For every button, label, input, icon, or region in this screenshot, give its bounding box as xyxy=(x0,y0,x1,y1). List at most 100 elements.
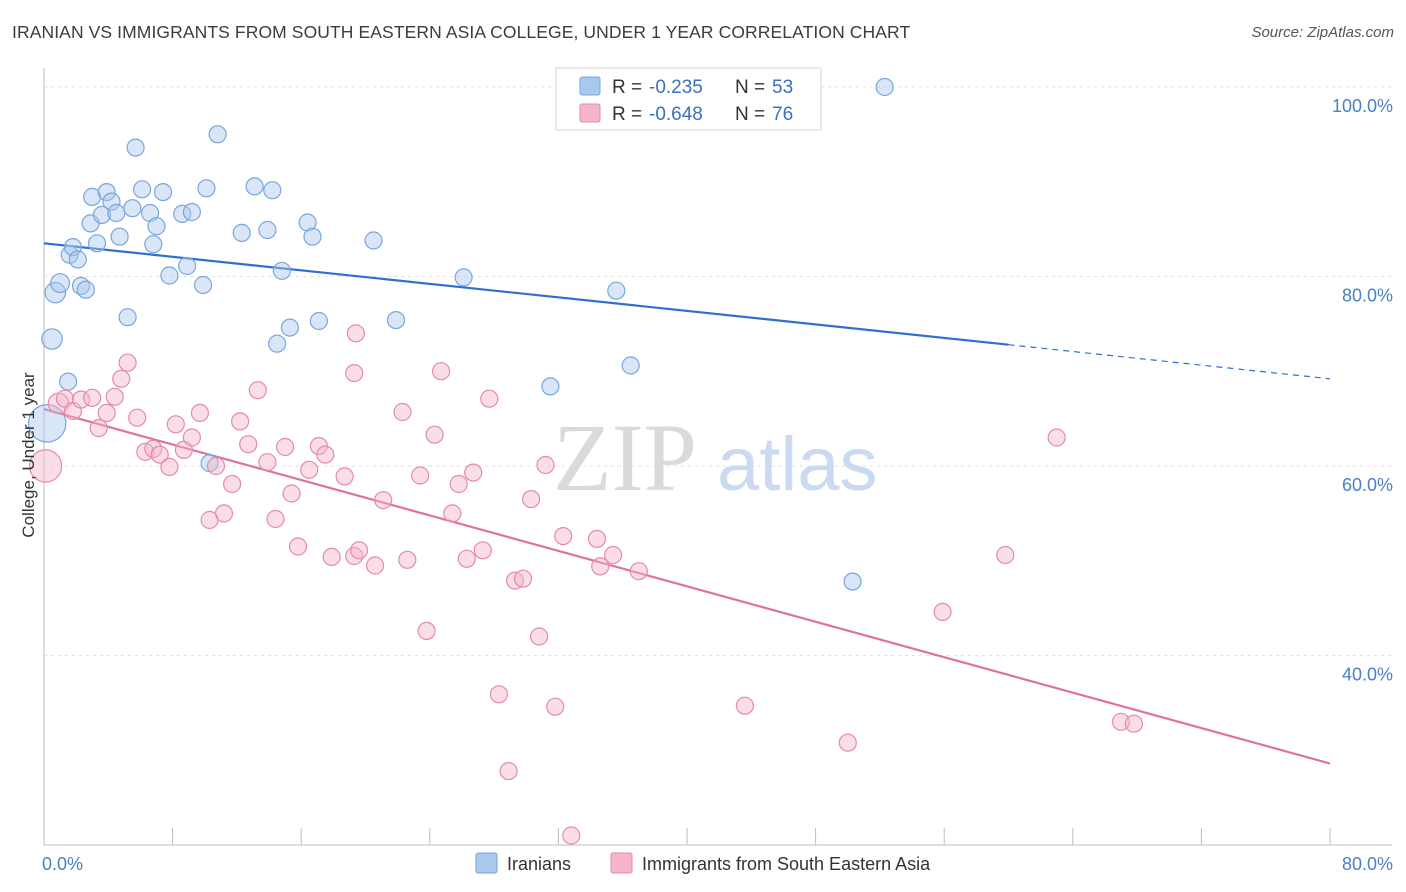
watermark-atlas: atlas xyxy=(717,422,878,507)
point-sea xyxy=(554,526,573,546)
point-iranians xyxy=(263,181,282,200)
point-iranians xyxy=(68,250,87,269)
point-iranians xyxy=(178,256,197,276)
point-iranians xyxy=(58,372,78,391)
point-iranians xyxy=(454,268,473,287)
point-iranians xyxy=(107,203,126,223)
point-sea xyxy=(190,403,209,422)
trend-lines xyxy=(43,242,1331,765)
point-sea xyxy=(182,428,201,447)
point-sea xyxy=(1047,428,1066,447)
y-axis-label: College, Under 1 year xyxy=(19,372,38,538)
point-iranians xyxy=(364,231,383,250)
point-sea xyxy=(417,621,436,641)
point-iranians xyxy=(194,275,213,295)
point-iranians xyxy=(76,280,95,299)
point-sea xyxy=(587,529,607,549)
point-iranians xyxy=(110,227,129,246)
legend-r-value-2: -0.648 xyxy=(649,104,703,125)
point-sea xyxy=(118,353,137,372)
point-iranians xyxy=(309,311,328,331)
point-sea xyxy=(366,556,385,575)
y-tick-label: 40.0% xyxy=(1342,664,1393,684)
point-iranians xyxy=(208,125,227,144)
point-sea xyxy=(282,484,301,503)
y-tick-label: 80.0% xyxy=(1342,285,1393,305)
point-sea xyxy=(489,685,508,704)
legend-n-value-2: 76 xyxy=(772,104,793,125)
point-sea xyxy=(322,547,341,567)
point-iranians xyxy=(44,281,67,304)
axes xyxy=(43,68,1392,846)
point-iranians xyxy=(182,202,201,222)
point-sea xyxy=(513,569,533,588)
point-iranians xyxy=(298,213,317,232)
point-sea xyxy=(288,537,308,556)
point-iranians xyxy=(97,183,116,202)
source-label: Source: ZipAtlas.com xyxy=(1251,24,1394,41)
point-sea xyxy=(398,550,417,569)
point-sea xyxy=(529,627,549,646)
point-sea xyxy=(231,412,250,431)
point-sea xyxy=(150,445,169,464)
point-sea xyxy=(239,435,258,454)
series-legend: Iranians Immigrants from South Eastern A… xyxy=(475,852,931,874)
trend-line-iranians xyxy=(43,242,1009,346)
point-iranians xyxy=(83,187,102,206)
series-legend-swatch-sea xyxy=(610,852,633,874)
point-sea xyxy=(603,545,623,565)
point-sea xyxy=(411,466,430,485)
legend-n-label-1: N = xyxy=(735,77,765,98)
point-iranians xyxy=(160,266,179,285)
point-iranians xyxy=(607,281,626,300)
point-iranians xyxy=(50,273,71,294)
point-iranians xyxy=(268,334,287,353)
point-sea xyxy=(105,387,124,406)
gridlines xyxy=(44,86,1392,656)
watermark: ZIP atlas xyxy=(553,404,878,511)
point-iranians xyxy=(303,227,322,246)
point-iranians xyxy=(133,180,152,199)
point-sea xyxy=(300,460,319,479)
series-legend-iranians: Iranians xyxy=(507,854,571,874)
chart-title: IRANIAN VS IMMIGRANTS FROM SOUTH EASTERN… xyxy=(12,22,911,42)
point-sea xyxy=(933,602,952,622)
point-sea xyxy=(473,541,492,560)
point-iranians xyxy=(197,179,216,198)
legend-r-label-2: R = xyxy=(612,104,642,125)
point-sea xyxy=(629,562,648,581)
point-sea xyxy=(393,402,412,422)
point-sea xyxy=(350,541,369,560)
point-sea xyxy=(521,490,541,509)
point-iranians xyxy=(144,235,163,254)
point-iranians xyxy=(280,318,299,337)
point-sea xyxy=(425,425,444,444)
point-iranians xyxy=(102,192,121,211)
point-sea xyxy=(316,445,335,464)
legend-swatch-iranians xyxy=(579,76,601,96)
point-sea xyxy=(591,557,610,576)
point-sea xyxy=(276,437,295,457)
point-iranians xyxy=(147,217,166,236)
y-tick-label: 100.0% xyxy=(1332,96,1393,116)
point-sea xyxy=(258,453,277,472)
point-iranians xyxy=(245,177,264,196)
series-legend-sea: Immigrants from South Eastern Asia xyxy=(642,854,931,874)
point-iranians xyxy=(232,223,251,242)
point-sea xyxy=(374,491,393,510)
point-sea xyxy=(28,449,63,483)
point-sea xyxy=(996,545,1015,565)
point-iranians xyxy=(123,199,142,218)
point-iranians xyxy=(386,311,406,330)
trend-line-iranians-extension xyxy=(1008,344,1331,380)
point-sea xyxy=(112,369,131,388)
legend-n-value-1: 53 xyxy=(772,77,793,98)
point-sea xyxy=(536,455,555,475)
point-iranians xyxy=(87,234,107,253)
point-sea xyxy=(562,826,581,845)
point-sea xyxy=(346,324,365,343)
point-sea xyxy=(449,474,468,494)
legend-r-label-1: R = xyxy=(612,77,642,98)
point-iranians xyxy=(153,183,173,202)
